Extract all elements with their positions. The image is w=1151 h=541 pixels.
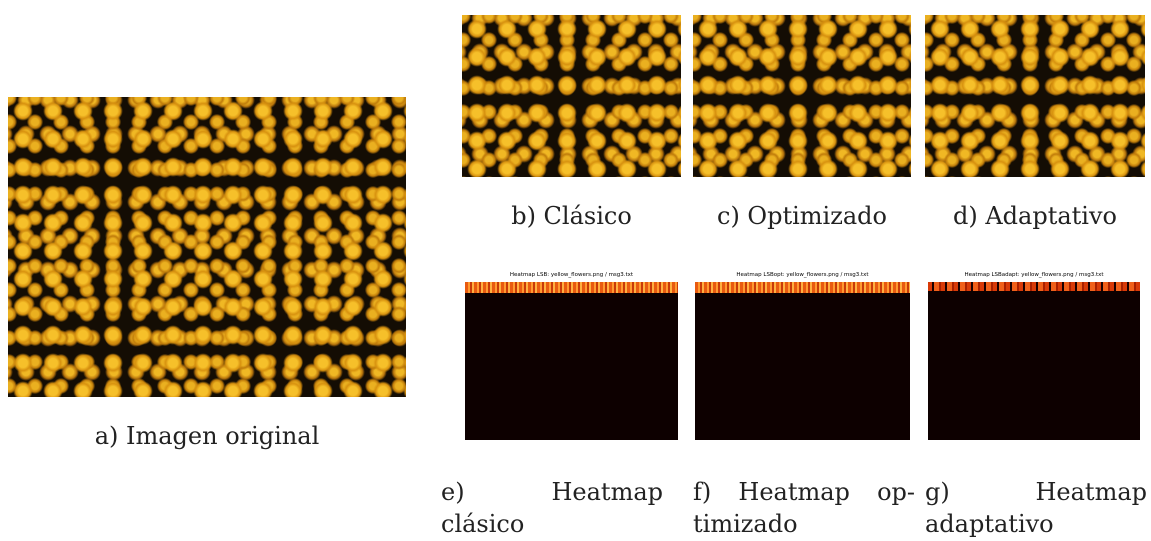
original-image [8,97,406,397]
caption: a) Imagen original [8,422,406,450]
heatmap-title: Heatmap LSB: yellow_flowers.png / msg3.t… [465,270,678,280]
heatmap-area [695,282,910,440]
page: {"figure": { "original": {"caption": "a)… [0,0,1151,541]
caption: b) Clásico [452,202,691,230]
caption: d) Adaptativo [915,202,1151,230]
heatmap-band [928,282,1140,291]
stego-image [462,15,681,177]
heatmap-area [465,282,678,440]
caption: c) Optimizado [683,202,921,230]
caption-line: g) Heatmap [925,476,1147,508]
stego-image [925,15,1145,177]
heatmap-area [928,282,1140,440]
caption-line: timizado [693,508,915,540]
heatmap-band [465,282,678,293]
caption: f) Heatmap op-timizado [693,476,915,540]
heatmap: Heatmap LSBadapt: yellow_flowers.png / m… [928,270,1140,440]
caption-line: clásico [441,508,663,540]
heatmap: Heatmap LSBopt: yellow_flowers.png / msg… [695,270,910,440]
caption-line: adaptativo [925,508,1147,540]
caption-line: f) Heatmap op- [693,476,915,508]
heatmap-title: Heatmap LSBadapt: yellow_flowers.png / m… [928,270,1140,280]
heatmap-title: Heatmap LSBopt: yellow_flowers.png / msg… [695,270,910,280]
heatmap-band [695,282,910,293]
caption-line: e) Heatmap [441,476,663,508]
stego-image [693,15,911,177]
heatmap: Heatmap LSB: yellow_flowers.png / msg3.t… [465,270,678,440]
